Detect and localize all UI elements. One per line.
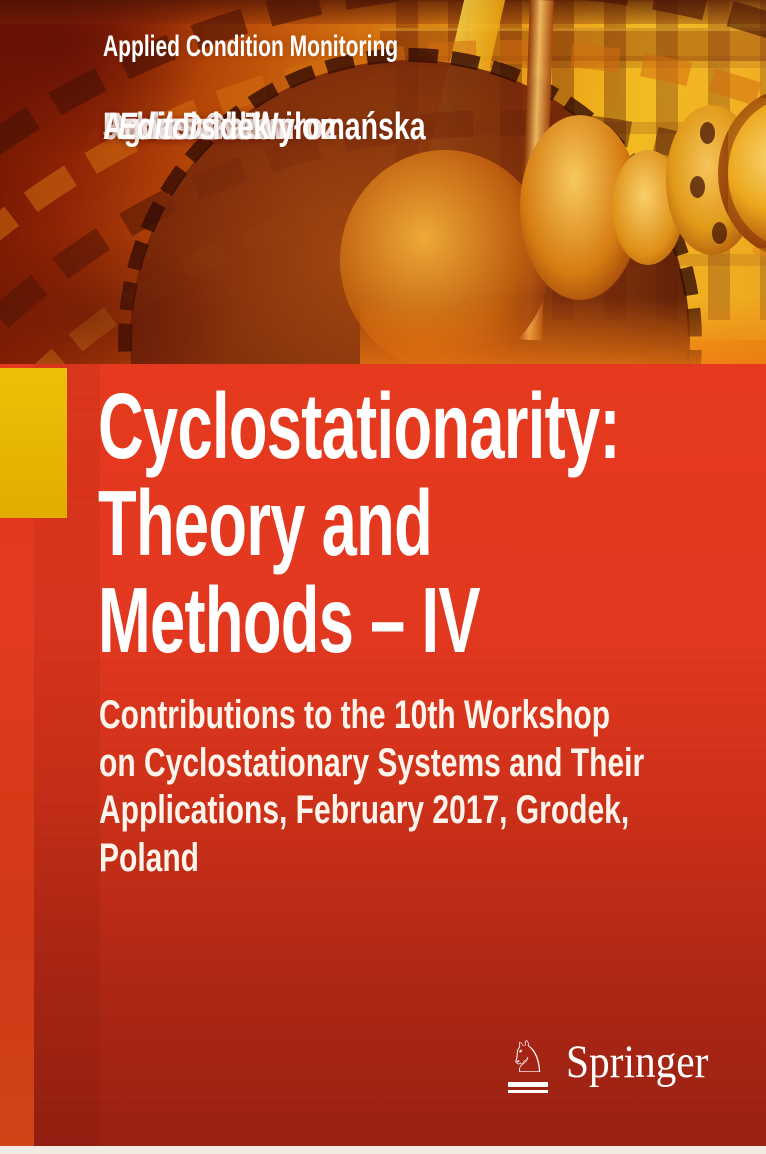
book-title-line: Theory and [98, 471, 433, 575]
book-subtitle-line: Poland [99, 835, 200, 880]
springer-horse-glyph: ♘ [508, 1032, 548, 1083]
book-subtitle-line: on Cyclostationary Systems and Their [99, 740, 645, 785]
editor-name: Anna Dudek [103, 106, 270, 148]
editor-name: Fakher Chaari [103, 106, 294, 148]
publisher-logo: ♘ Springer [508, 1036, 728, 1093]
bottom-edge-strip [0, 1146, 766, 1154]
photo-floor-glow [360, 298, 766, 364]
photo-bolt-hole [712, 222, 727, 244]
series-title: Applied Condition Monitoring [103, 30, 399, 63]
panel-texture [0, 364, 766, 1146]
book-subtitle-line: Applications, February 2017, Grodek, [99, 788, 630, 832]
editor-name: Agnieszka Wyłomańska [103, 106, 426, 148]
editor-name: Jacek Leskow [103, 106, 295, 148]
photo-bolt-hole [700, 122, 715, 144]
book-title-line: Cyclostationarity: [98, 374, 621, 478]
springer-logo-underline [508, 1082, 548, 1087]
title-panel: Cyclostationarity: Theory and Methods – … [0, 364, 766, 1146]
editor-name: Radoslaw Zimroz [103, 106, 338, 148]
publisher-name: Springer [566, 1036, 709, 1088]
panel-left-strip [0, 524, 34, 1146]
book-title: Cyclostationarity: Theory and Methods – … [98, 374, 621, 672]
series-color-tab [0, 368, 67, 518]
book-title-line: Methods – IV [98, 568, 481, 672]
springer-logo-underline [508, 1090, 548, 1093]
cover-photo-machinery: Applied Condition Monitoring Fakher Chaa… [0, 0, 766, 364]
photo-bolt-hole [690, 176, 705, 198]
book-subtitle-line: Contributions to the 10th Workshop [99, 693, 611, 737]
book-subtitle: Contributions to the 10th Workshop on Cy… [99, 692, 644, 882]
editors-role-label: Editors [118, 106, 217, 148]
springer-horse-icon: ♘ [508, 1036, 554, 1093]
photo-shadow [0, 230, 240, 364]
